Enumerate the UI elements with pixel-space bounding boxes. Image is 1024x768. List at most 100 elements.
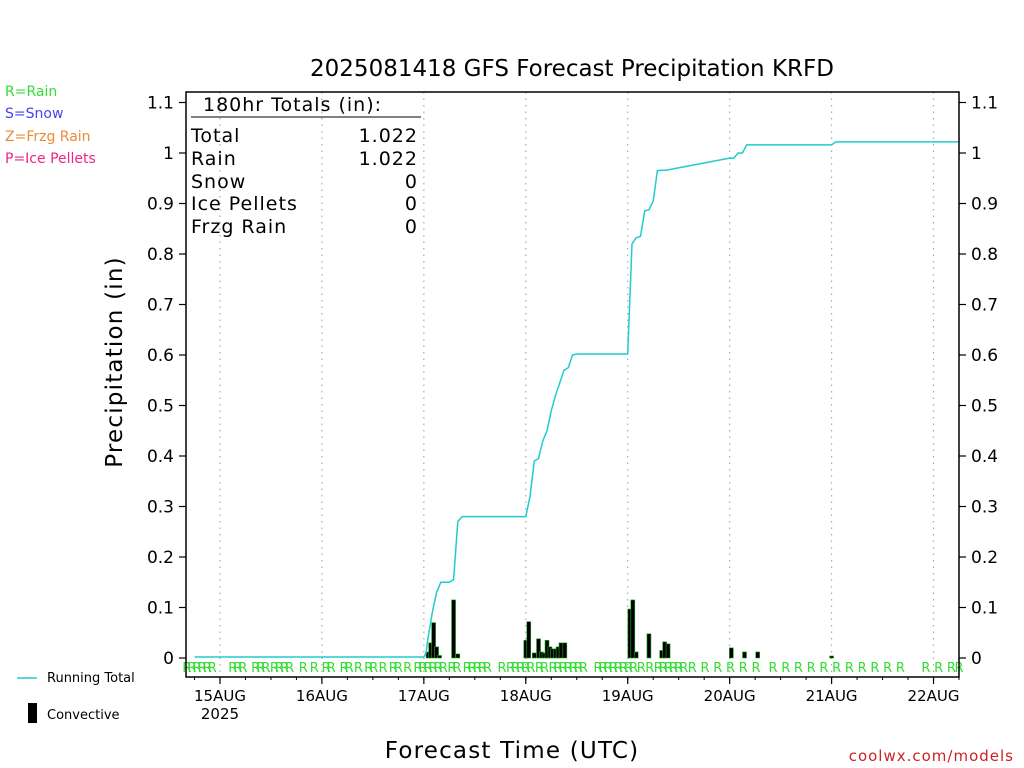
convective-bar	[646, 633, 652, 659]
x-tick-sublabel: 2025	[201, 705, 239, 723]
totals-header: 180hr Totals (in):	[203, 94, 382, 116]
y-tick-label: 0.9	[147, 195, 174, 215]
plot-frame	[185, 91, 960, 678]
precip-type-mark: R	[819, 661, 828, 676]
precip-type-mark: R	[354, 661, 363, 676]
y-tick-label: 0.6	[147, 346, 174, 366]
y-tick-label: 0.7	[147, 296, 174, 316]
y-tick-label-right: 0.3	[971, 498, 998, 518]
y-tick-label-right: 0.5	[971, 397, 998, 417]
y-tick-label: 0.1	[147, 599, 174, 619]
precip-type-mark: R	[327, 661, 336, 676]
precip-type-mark: R	[403, 661, 412, 676]
y-tick-label-right: 0	[971, 649, 982, 669]
y-tick-label: 0.5	[147, 397, 174, 417]
precip-type-mark: R	[870, 661, 879, 676]
x-axis-label: Forecast Time (UTC)	[385, 738, 640, 764]
convective-bar	[526, 621, 532, 659]
convective-bar	[431, 622, 436, 659]
totals-row-label: Ice Pellets	[191, 193, 298, 215]
precip-type-mark: R	[679, 661, 688, 676]
precip-type-mark: R	[310, 661, 319, 676]
precip-type-mark: R	[858, 661, 867, 676]
y-tick-label-right: 0.8	[971, 245, 998, 265]
precip-type-mark: R	[506, 661, 515, 676]
precip-type-mark: R	[228, 661, 237, 676]
x-tick-label: 20AUG	[704, 687, 756, 705]
precip-type-mark: R	[700, 661, 709, 676]
precip-type-mark: R	[726, 661, 735, 676]
precip-type-mark: R	[609, 661, 618, 676]
convective-bar	[665, 643, 671, 659]
precip-type-mark: R	[468, 661, 477, 676]
precip-type-mark: R	[203, 661, 212, 676]
precip-type-mark: R	[379, 661, 388, 676]
precip-type-mark: R	[807, 661, 816, 676]
precip-type-mark: R	[526, 661, 535, 676]
precip-type-mark: R	[637, 661, 646, 676]
precip-type-mark: R	[364, 661, 373, 676]
precip-type-mark: R	[674, 661, 683, 676]
precip-type-mark: R	[256, 661, 265, 676]
precip-type-mark: R	[280, 661, 289, 676]
y-tick-label: 0.3	[147, 498, 174, 518]
precip-type-mark: R	[511, 661, 520, 676]
totals-row-value: 0	[405, 216, 418, 238]
y-axis-label: Precipitation (in)	[102, 256, 128, 468]
precip-type-mark: R	[452, 661, 461, 676]
precip-type-mark: R	[896, 661, 905, 676]
y-tick-label: 0	[163, 649, 174, 669]
running-total-line	[194, 141, 959, 658]
precip-type-mark: R	[921, 661, 930, 676]
precip-type-mark: R	[947, 661, 956, 676]
y-tick-label-right: 1.1	[971, 94, 998, 114]
precip-type-mark: R	[579, 661, 588, 676]
y-tick-label: 1	[163, 144, 174, 164]
totals-row-value: 1.022	[359, 148, 418, 170]
convective-bar	[536, 638, 541, 659]
y-axis: 0 00.1 0.10.2 0.20.3 0.30.4 0.40.5 0.50.6 0.60.…	[147, 94, 998, 670]
precip-type-mark: R	[439, 661, 448, 676]
precip-type-mark: R	[751, 661, 760, 676]
precip-type-mark: R	[548, 661, 557, 676]
convective-bar	[630, 599, 636, 659]
precip-type-mark: R	[664, 661, 673, 676]
convective-bar	[558, 642, 564, 659]
precip-type-mark: R	[187, 661, 196, 676]
precip-type-mark: R	[713, 661, 722, 676]
convective-bar	[434, 646, 439, 659]
precip-type-mark: R	[394, 661, 403, 676]
precip-type-mark: R	[659, 661, 668, 676]
precip-type-mark: R	[521, 661, 530, 676]
y-tick-label-right: 0.7	[971, 296, 998, 316]
x-tick-label: 19AUG	[602, 687, 654, 705]
source-credit: coolwx.com/models	[849, 747, 1014, 765]
precip-type-mark: R	[339, 661, 348, 676]
precip-type-mark: R	[369, 661, 378, 676]
y-tick-label-right: 0.6	[971, 346, 998, 366]
precip-type-mark: R	[473, 661, 482, 676]
legend-snow: S=Snow	[5, 106, 63, 122]
precip-type-mark: R	[198, 661, 207, 676]
precip-type-mark: R	[624, 661, 633, 676]
precip-type-mark: R	[768, 661, 777, 676]
precip-type-mark: R	[447, 661, 456, 676]
type-legend: R=Rain S=Snow Z=Frzg Rain P=Ice Pellets	[5, 84, 96, 167]
precip-type-mark: R	[688, 661, 697, 676]
precip-type-mark: R	[275, 661, 284, 676]
precip-type-mark: R	[285, 661, 294, 676]
precip-type-mark: R	[614, 661, 623, 676]
precip-type-mark: R	[424, 661, 433, 676]
precip-type-mark: R	[463, 661, 472, 676]
totals-row-label: Frzg Rain	[191, 216, 287, 238]
totals-row-label: Rain	[191, 148, 237, 170]
precip-type-mark: R	[434, 661, 443, 676]
precip-type-mark: R	[413, 661, 422, 676]
precip-type-mark: R	[345, 661, 354, 676]
x-tick-label: 21AUG	[806, 687, 858, 705]
convective-bar	[531, 652, 537, 659]
precip-type-mark: R	[629, 661, 638, 676]
x-tick-label: 16AUG	[296, 687, 348, 705]
